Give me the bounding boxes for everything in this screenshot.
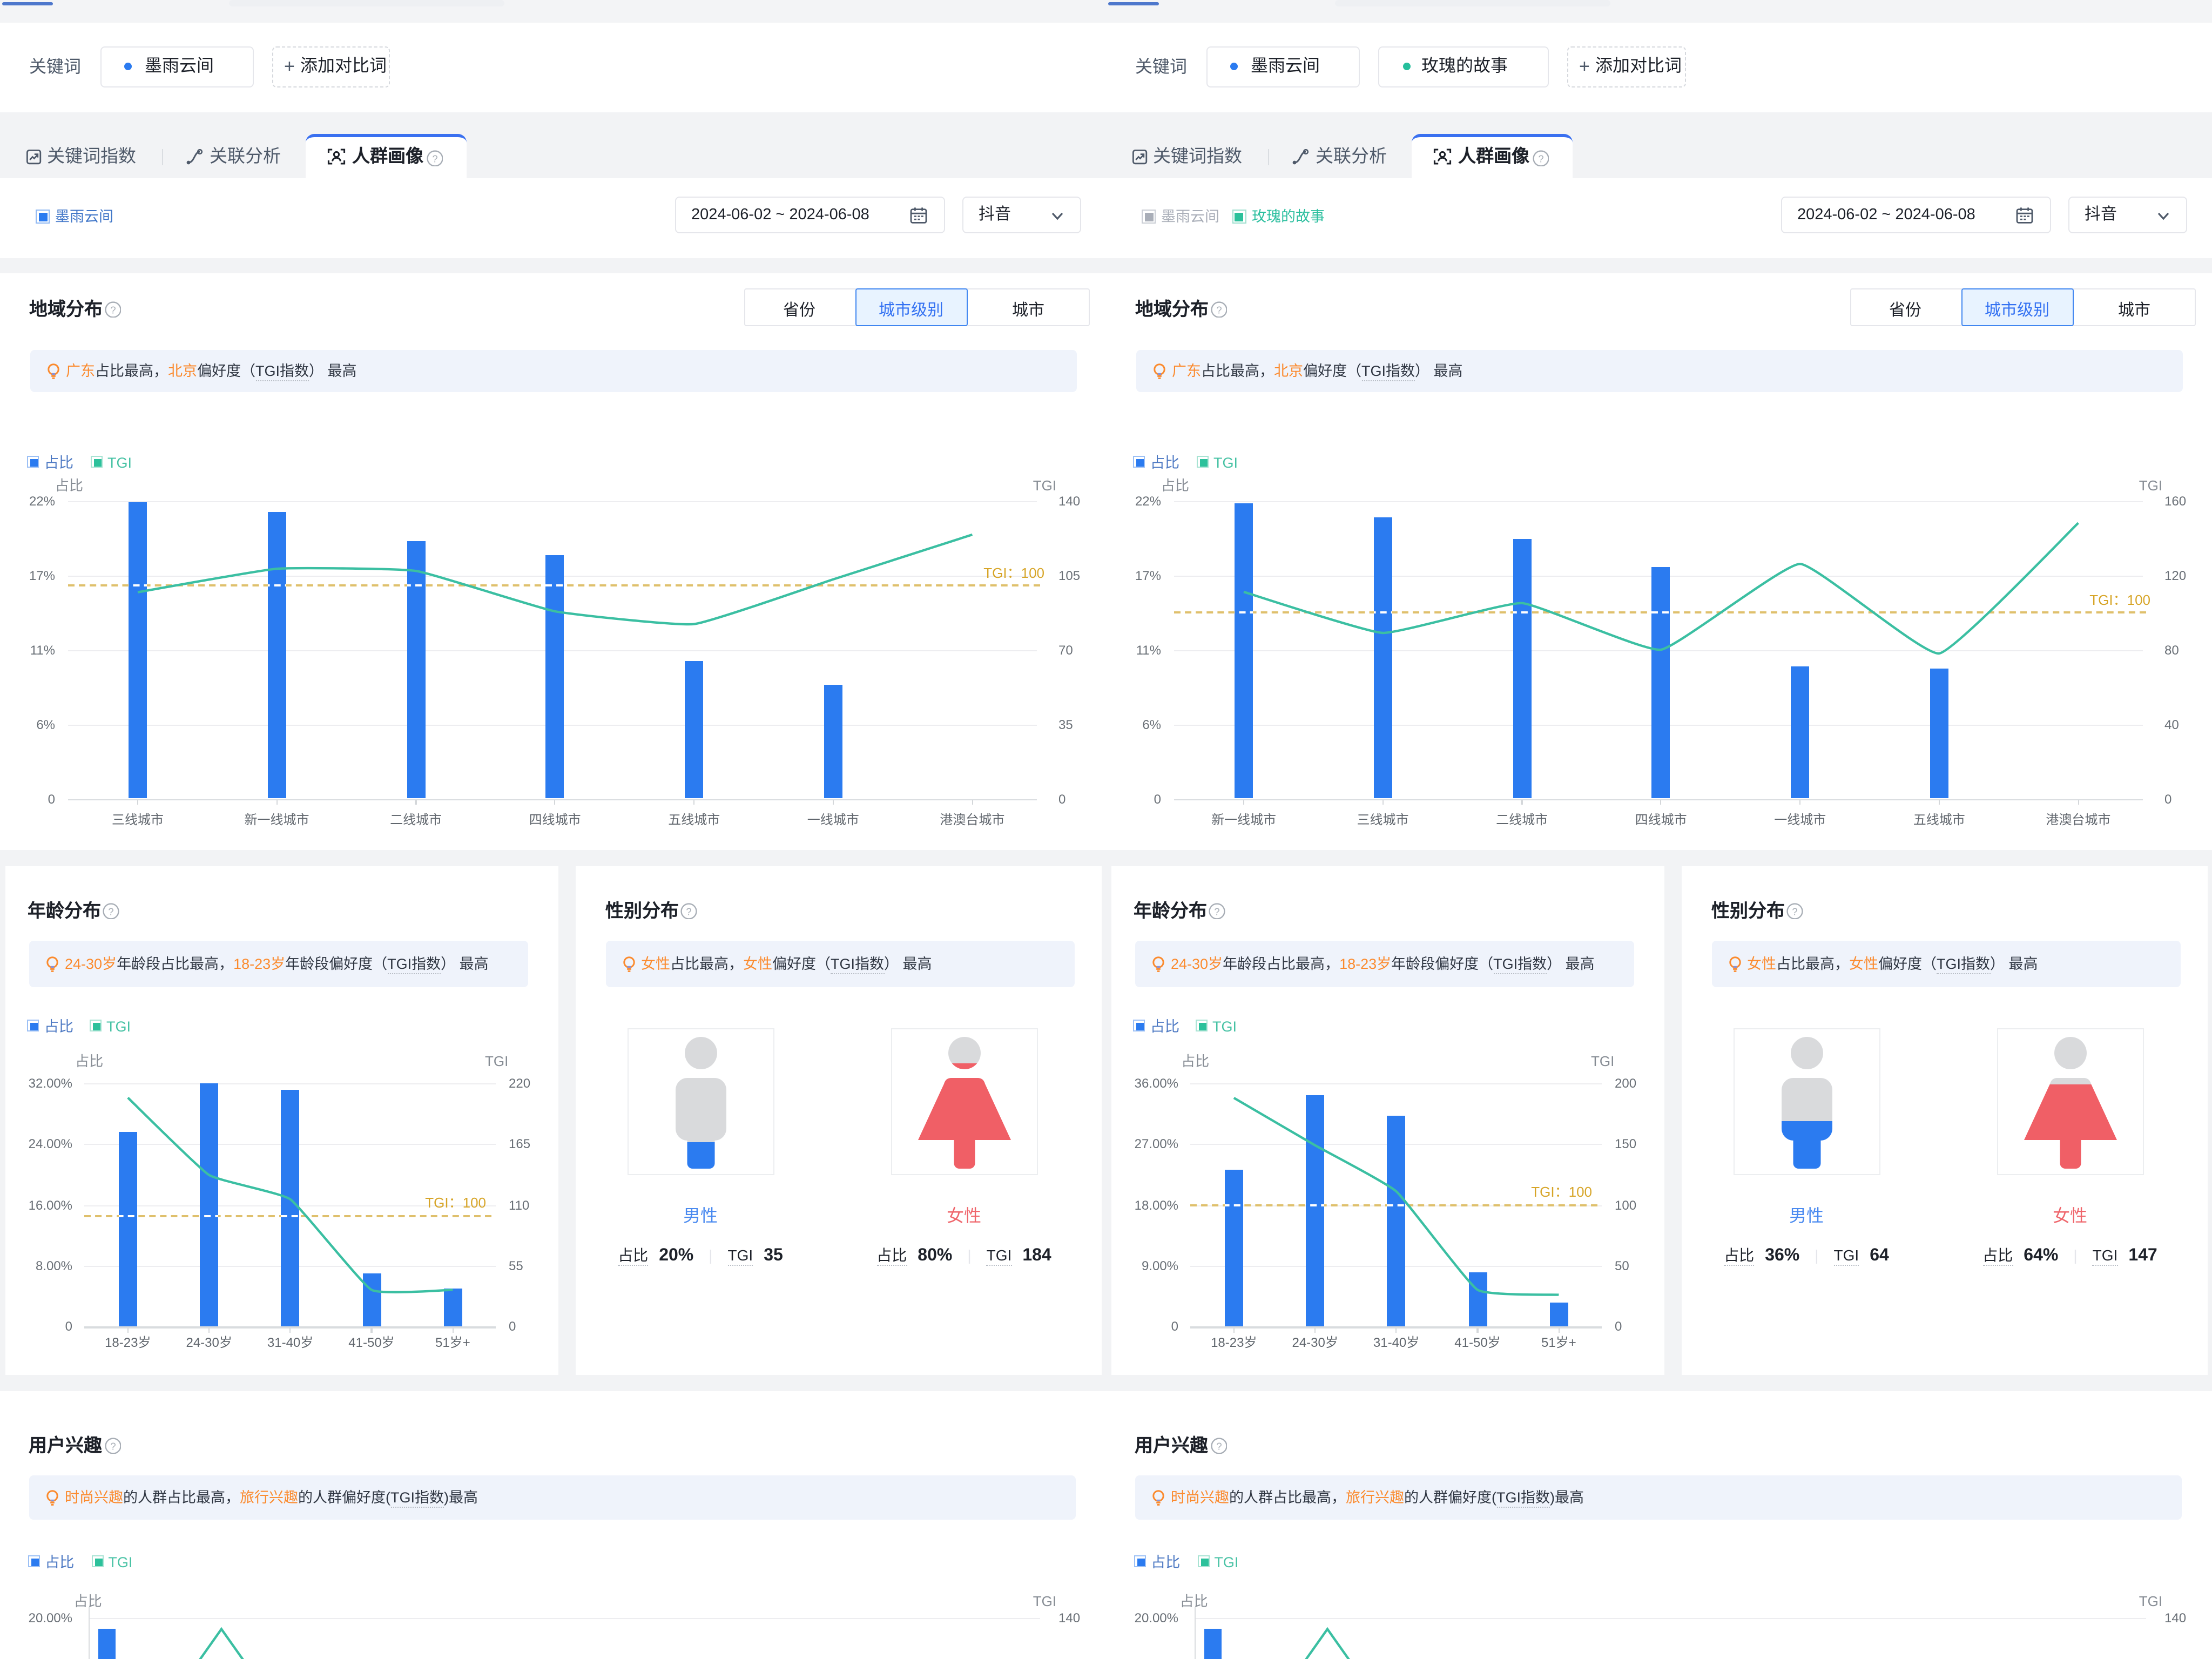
svg-text:?: ? (110, 1440, 115, 1452)
svg-text:?: ? (1214, 906, 1219, 917)
svg-text:?: ? (1216, 304, 1221, 315)
svg-text:?: ? (686, 906, 691, 917)
svg-text:?: ? (431, 153, 437, 164)
svg-text:?: ? (108, 906, 113, 917)
svg-text:?: ? (1537, 153, 1543, 164)
svg-text:?: ? (1216, 1440, 1221, 1452)
svg-text:?: ? (1792, 906, 1797, 917)
svg-text:?: ? (110, 304, 115, 315)
